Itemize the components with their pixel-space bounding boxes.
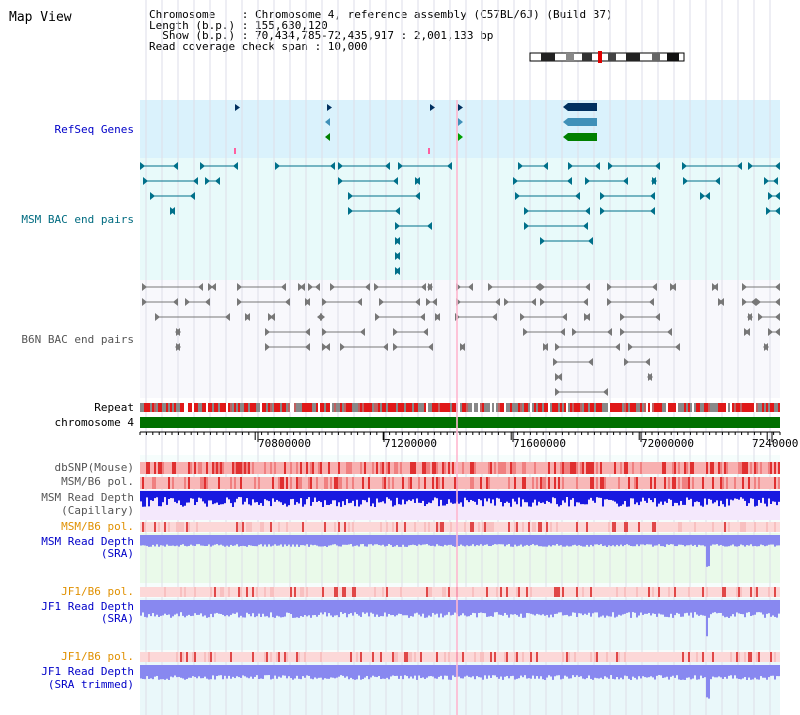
track-label-repeat: Repeat [94, 401, 134, 414]
track-label-msm-b6-pol-2[interactable]: MSM/B6 pol. [61, 520, 134, 533]
read-depth-tracks [140, 490, 780, 699]
repeat-track [140, 403, 780, 412]
track-label-jf1-depth-sra-sub: (SRA) [100, 612, 134, 625]
refseq-genes-features [234, 103, 597, 154]
length-line: Length (b.p.) : 155,630,120 [149, 18, 328, 32]
chromosome-line: Chromosome : Chromosome 4, reference ass… [149, 8, 613, 21]
refseq-track-bg [140, 100, 780, 158]
b6n-bac-track-bg [140, 280, 780, 398]
track-label-msm-depth-sra[interactable]: MSM Read Depth [41, 535, 134, 548]
page-title: Map View [9, 10, 72, 25]
chromosome-bar [140, 417, 780, 428]
track-label-msm-bac[interactable]: MSM BAC end pairs [21, 213, 134, 226]
axis-tick-label-71600000: 71600000 [513, 437, 566, 450]
track-label-jf1-depth-trim-sub: (SRA trimmed) [47, 678, 134, 691]
track-label-msm-depth-cap[interactable]: MSM Read Depth [41, 491, 134, 504]
axis-tick-label-70800000: 70800000 [258, 437, 311, 450]
heatmap-tracks [140, 462, 780, 662]
axis-tick-label-71200000: 71200000 [384, 437, 437, 450]
track-label-dbsnp[interactable]: dbSNP(Mouse) [54, 461, 134, 474]
track-label-msm-b6-pol-1[interactable]: MSM/B6 pol. [61, 475, 134, 488]
msm-bac-features [140, 162, 780, 275]
track-label-refseq[interactable]: RefSeq Genes [54, 123, 134, 136]
track-label-jf1-depth-sra[interactable]: JF1 Read Depth [41, 600, 134, 613]
axis-tick-label-7240000: 7240000 [752, 437, 799, 450]
track-label-jf1-b6-pol-2[interactable]: JF1/B6 pol. [61, 650, 134, 663]
show-range-line: Show (b.p.) : 70,434,785-72,435,917 : 2,… [149, 29, 494, 42]
track-label-msm-depth-cap-sub: (Capillary) [61, 504, 134, 517]
track-label-jf1-b6-pol-1[interactable]: JF1/B6 pol. [61, 585, 134, 598]
axis-tick-label-72000000: 72000000 [641, 437, 694, 450]
track-label-jf1-depth-trim[interactable]: JF1 Read Depth [41, 665, 134, 678]
track-label-chromosome: chromosome 4 [54, 416, 134, 429]
b6n-bac-features [142, 283, 780, 396]
track-label-b6n-bac[interactable]: B6N BAC end pairs [21, 333, 134, 346]
chromosome-ideogram [529, 51, 685, 63]
coordinate-axis [139, 431, 781, 442]
track-label-msm-depth-sra-sub: (SRA) [100, 547, 134, 560]
msm-bac-track-bg [140, 158, 780, 280]
